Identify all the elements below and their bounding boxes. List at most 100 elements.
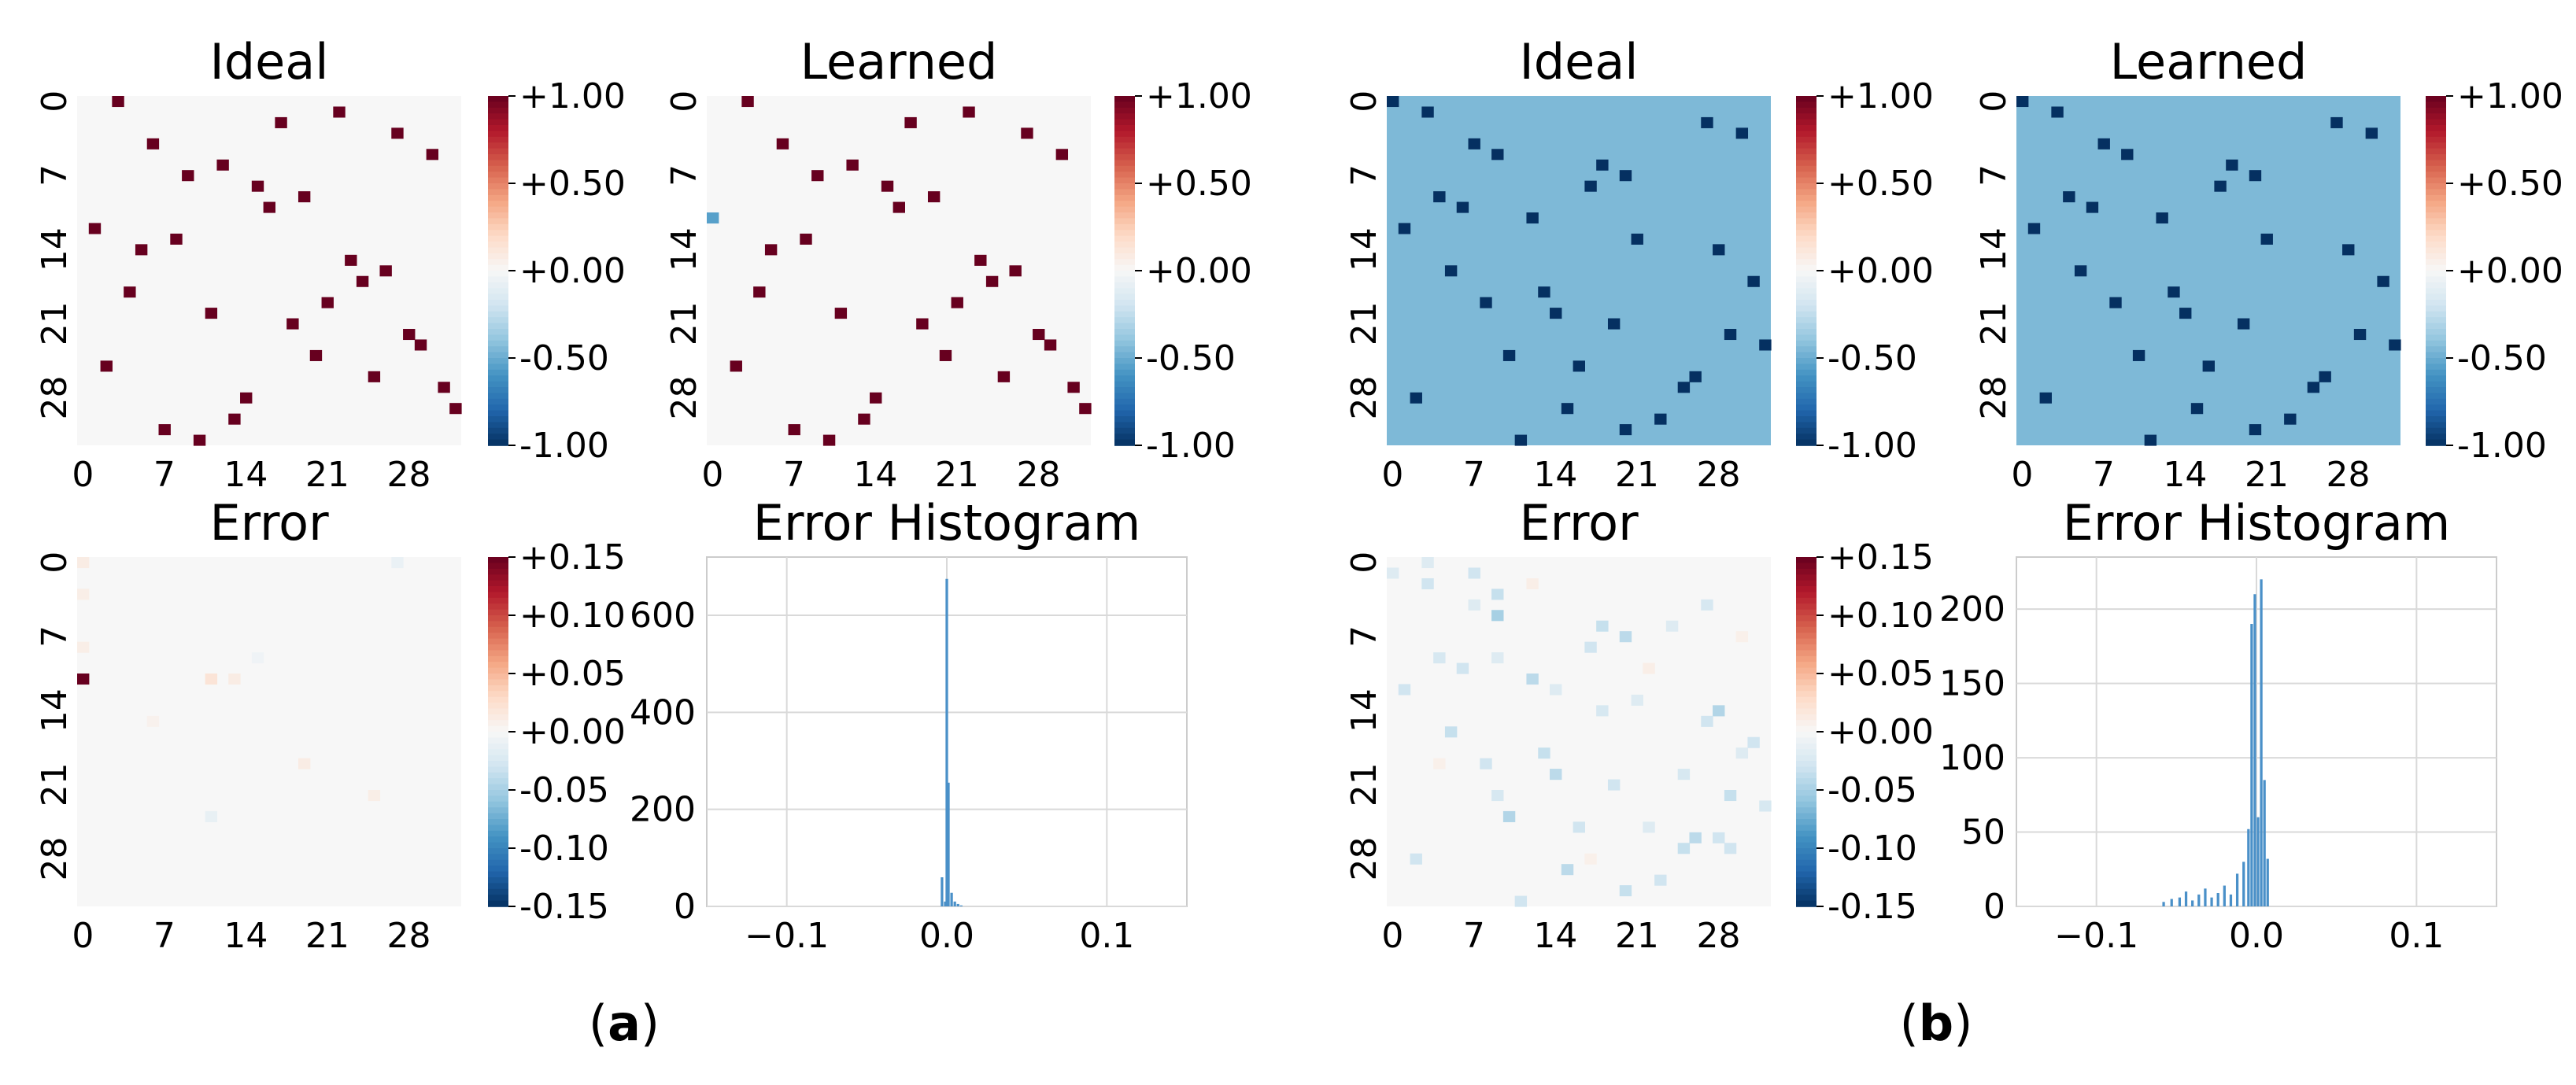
panel-a-learned-colorbar-step-57 [1114, 427, 1135, 434]
panel-b-error-colorbar-step-43 [1796, 807, 1817, 814]
panel-b-learned-colorbar-step-45 [2426, 358, 2446, 365]
panel-a-error-colorbar-step-29 [488, 725, 508, 733]
panel-a-error-histogram-bar-1 [944, 901, 947, 906]
panel-b-learned-colorbar-step-32 [2426, 282, 2446, 289]
panel-a-learned-colorbar-step-36 [1114, 305, 1135, 312]
panel-a-ideal-cell-28 [449, 403, 462, 415]
panel-b-error-ytick-4: 28 [1344, 836, 1384, 880]
panel-b-learned-cell-28 [2190, 403, 2204, 415]
panel-b-learned-colorbar-step-23 [2426, 230, 2446, 237]
panel-b-error-cell-33 [1701, 599, 1713, 611]
panel-b-error-cell-39 [1735, 747, 1749, 759]
panel-a-ideal-colorbar-step-0 [488, 96, 508, 103]
panel-b-ideal-colorbar-step-6 [1796, 131, 1817, 138]
panel-b-error-colorbar-step-12 [1796, 626, 1817, 633]
panel-b-learned-colorbar-step-34 [2426, 293, 2446, 301]
panel-a-learned-colorbar-label-4: -1.00 [1146, 426, 1236, 466]
panel-a-error-colorbar-step-10 [488, 615, 508, 622]
panel-a-error-cell-1 [205, 674, 218, 685]
panel-a-ideal-colorbar-step-37 [488, 311, 508, 318]
panel-a-learned-ytick-1: 7 [664, 164, 704, 186]
panel-a-error-colorbar-label-3: +0.00 [519, 712, 626, 752]
panel-b-learned-cell-14 [2342, 244, 2355, 256]
panel-a-ideal-cell-11 [88, 223, 102, 234]
panel-b-error-colorbar-step-0 [1796, 557, 1817, 564]
panel-b-ideal-cell-21 [1724, 329, 1737, 341]
panel-a-error-colorbar-step-8 [488, 603, 508, 611]
panel-a-learned-colorbar-step-50 [1114, 387, 1135, 394]
panel-b-error-colorbar-step-22 [1796, 685, 1817, 692]
panel-a-error-histogram-bar-2 [945, 578, 948, 906]
panel-b-ideal-cell-12 [1398, 223, 1411, 234]
panel-b-error-cell-47 [1433, 758, 1446, 769]
panel-a-ideal-colorbar-step-14 [488, 177, 508, 184]
panel-a-ideal-colorbar-step-17 [488, 194, 508, 201]
panel-a-learned-colorbar-step-41 [1114, 334, 1135, 341]
panel-b-error-colorbar-step-39 [1796, 784, 1817, 791]
panel-b-ideal-cell-24 [1573, 360, 1585, 372]
panel-b-ideal-xtick-1: 7 [1463, 455, 1485, 495]
panel-a-learned-colorbar-step-19 [1114, 206, 1135, 213]
panel-b-error-colorbar-step-11 [1796, 621, 1817, 628]
panel-b-learned-ytick-2: 14 [1974, 227, 2014, 271]
panel-a-learned-cell-24 [730, 360, 742, 372]
panel-b-ideal-colorbar-step-38 [1796, 317, 1817, 324]
panel-a-error-cell-5 [77, 641, 90, 653]
panel-b-ideal-colorbar-step-42 [1796, 340, 1817, 347]
panel-b-error-colorbar-step-53 [1796, 865, 1817, 873]
panel-a-learned-cell-27 [870, 392, 882, 404]
panel-b-learned-colorbar-step-51 [2426, 393, 2446, 400]
panel-b-learned-colorbar-label-1: +0.50 [2457, 164, 2563, 204]
panel-b-learned-colorbar-label-2: +0.00 [2457, 251, 2563, 291]
panel-b-learned-cell-15 [2074, 265, 2087, 277]
panel-a-error-colorbar-step-23 [488, 691, 508, 698]
panel-b-error-colorbar-step-40 [1796, 790, 1817, 797]
panel-a-error-colorbar-step-41 [488, 795, 508, 803]
panel-b-learned-colorbar-label-3: -0.50 [2457, 338, 2547, 378]
panel-a-learned-cell-17 [753, 286, 766, 298]
panel-b-ideal-colorbar-step-32 [1796, 282, 1817, 289]
panel-b-ideal-colorbar-step-44 [1796, 352, 1817, 359]
panel-a-learned-ytick-0: 0 [664, 90, 704, 113]
panel-b-ideal: Ideal 0 0 7 7 14 14 21 21 28 28 +1.00 +0.50 +0.00 -0.5… [1344, 33, 1934, 495]
panel-b-error-colorbar-step-45 [1796, 819, 1817, 826]
panel-b-error-cell-43 [1643, 821, 1655, 833]
panel-a-ideal-cell-18 [321, 297, 334, 308]
panel-a-learned-colorbar-step-12 [1114, 165, 1135, 172]
panel-a-learned-cell-16 [985, 275, 999, 287]
panel-b-learned-xtick-3: 21 [2245, 455, 2289, 495]
panel-b-ideal-cell-2 [1701, 116, 1713, 128]
panel-a-error-colorbar-step-57 [488, 888, 508, 895]
panel-a-ideal-colorbar-step-26 [488, 247, 508, 254]
panel-a-ideal-cell-8 [251, 180, 264, 192]
panel-b-learned-cell-13 [2260, 233, 2273, 245]
panel-b-learned-cell-1 [2051, 106, 2064, 118]
panel-a-error-colorbar-step-2 [488, 568, 508, 575]
panel-a-learned-xtick-0: 0 [701, 455, 723, 495]
panel-b-ideal-cell-8 [1584, 180, 1597, 192]
panel-a-learned-cell-3 [1021, 127, 1033, 139]
panel-a-learned-colorbar-step-35 [1114, 300, 1135, 307]
panel-a-error-colorbar-step-5 [488, 586, 508, 593]
panel-b-learned-ytick-3: 21 [1974, 301, 2014, 345]
panel-a-error-histogram-ytick-0: 0 [674, 887, 696, 927]
panel-b-learned-cell-26 [2307, 382, 2320, 393]
panel-b-ideal-cell-6 [1596, 159, 1609, 171]
panel-b-error-cell-16 [1444, 726, 1458, 738]
panel-b-error-cell-21 [1607, 779, 1621, 791]
panel-a-ideal-colorbar-step-24 [488, 235, 508, 242]
panel-b-learned-colorbar-step-29 [2426, 264, 2446, 271]
panel-b-ideal-colorbar-step-9 [1796, 148, 1817, 155]
panel-b-error-colorbar-step-58 [1796, 895, 1817, 902]
panel-b-ideal-cell-3 [1735, 127, 1749, 139]
panel-a-error-colorbar-step-24 [488, 696, 508, 703]
panel-b-error-cell-1 [1387, 567, 1399, 579]
panel-b-error-histogram-bar-5 [2197, 894, 2201, 906]
panel-b-learned-colorbar-step-35 [2426, 300, 2446, 307]
panel-a-error-colorbar-step-56 [488, 883, 508, 890]
panel-b-error-xtick-0: 0 [1381, 916, 1403, 956]
panel-b-ideal-colorbar-step-21 [1796, 218, 1817, 225]
panel-a-ideal-colorbar-step-36 [488, 305, 508, 312]
panel-b-error-colorbar-step-56 [1796, 883, 1817, 890]
panel-a-error-histogram-xtick-0: −0.1 [745, 916, 829, 956]
